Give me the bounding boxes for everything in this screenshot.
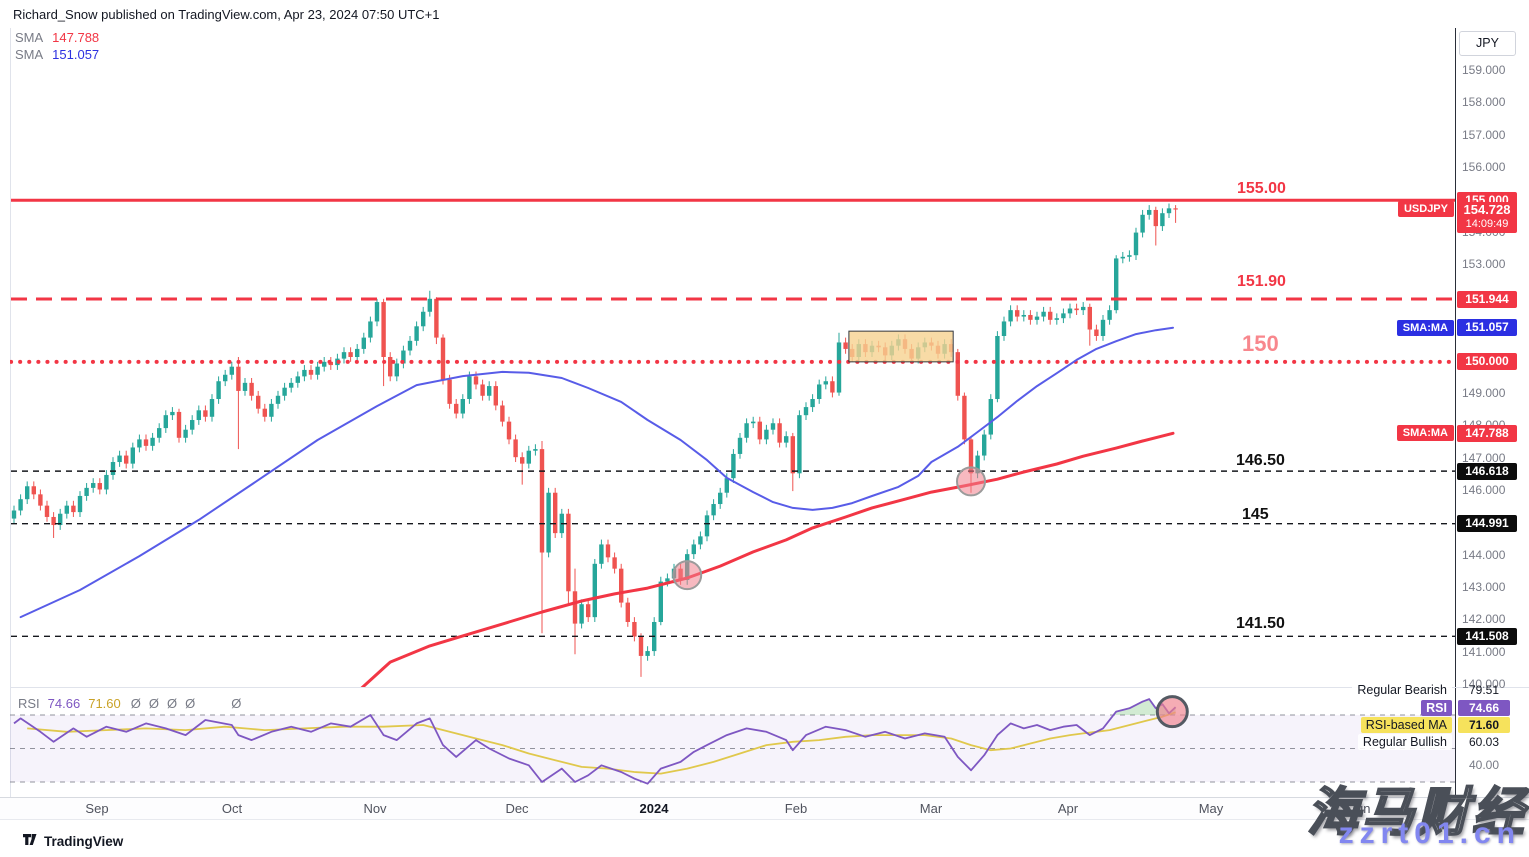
month-label-sep: Sep bbox=[85, 801, 109, 816]
tradingview-brand-text: TradingView bbox=[44, 834, 124, 849]
sma-label: SMA bbox=[15, 30, 44, 45]
sma-slow-legend-row: SMA 151.057 bbox=[15, 47, 99, 64]
hidden-value-icon: Ø bbox=[167, 696, 178, 711]
month-label-jun: Jun bbox=[1349, 801, 1371, 816]
month-label-may: May bbox=[1198, 801, 1224, 816]
currency-unit-button[interactable]: JPY bbox=[1459, 31, 1516, 56]
watermark-site-name: 海马财经 bbox=[1306, 782, 1527, 844]
watermark-site-url: zzrt01.cn bbox=[1338, 817, 1521, 850]
month-label-oct: Oct bbox=[221, 801, 243, 816]
hidden-value-icon: Ø bbox=[148, 696, 160, 711]
month-label-apr: Apr bbox=[1057, 801, 1079, 816]
hidden-value-icon: Ø bbox=[130, 696, 141, 711]
tradingview-logo-icon bbox=[22, 831, 38, 852]
month-label-mar: Mar bbox=[919, 801, 943, 816]
time-axis[interactable]: Sep Oct Nov Dec 2024 Feb Mar Apr May Jun bbox=[0, 797, 1529, 820]
publication-title: Richard_Snow published on TradingView.co… bbox=[13, 7, 440, 22]
rsi-label: RSI bbox=[18, 696, 40, 711]
indicator-legend: SMA 147.788 SMA 151.057 bbox=[15, 30, 99, 64]
sma-label: SMA bbox=[15, 47, 44, 62]
sma-fast-legend-row: SMA 147.788 bbox=[15, 30, 99, 47]
month-label-2024: 2024 bbox=[639, 801, 669, 816]
month-label-nov: Nov bbox=[363, 801, 387, 816]
tradingview-branding[interactable]: TradingView bbox=[22, 831, 123, 852]
rsi-ma-value: 71.60 bbox=[88, 696, 121, 711]
hidden-value-icon: Ø bbox=[185, 696, 196, 711]
sma-slow-value: 151.057 bbox=[52, 47, 100, 62]
month-label-feb: Feb bbox=[784, 801, 808, 816]
rsi-value: 74.66 bbox=[47, 696, 81, 711]
month-label-dec: Dec bbox=[505, 801, 529, 816]
hidden-value-icon: Ø bbox=[231, 696, 242, 711]
rsi-legend: RSI 74.66 71.60 Ø Ø Ø Ø Ø bbox=[18, 696, 249, 711]
sma-fast-value: 147.788 bbox=[52, 30, 100, 45]
